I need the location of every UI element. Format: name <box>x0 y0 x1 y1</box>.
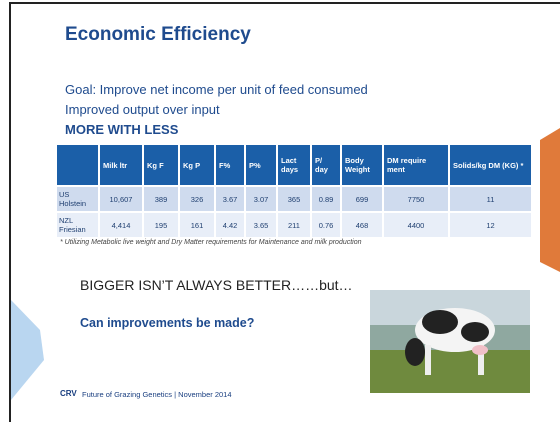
header-cell: Milk ltr <box>99 145 144 186</box>
header-cell: Body Weight <box>341 145 384 186</box>
table-cell: 0.76 <box>311 211 342 237</box>
header-cell <box>57 145 100 186</box>
table-cell: 326 <box>179 185 216 212</box>
question: Can improvements be made? <box>80 316 255 330</box>
statement: BIGGER ISN’T ALWAYS BETTER……but… <box>80 277 353 293</box>
table-cell: 4400 <box>383 211 450 237</box>
orange-arrow <box>540 128 560 272</box>
table-cell: 4,414 <box>99 211 144 237</box>
table-cell: 11 <box>449 185 533 212</box>
table-cell: 7750 <box>383 185 450 212</box>
header-cell: DM require ment <box>383 145 450 186</box>
data-table: Milk ltr Kg F Kg P F% P% Lact days P/ day Body … <box>57 145 533 237</box>
table-cell: 389 <box>143 185 180 212</box>
table-cell: 211 <box>277 211 312 237</box>
emphasis: MORE WITH LESS <box>65 122 179 137</box>
table-cell: US Holstein <box>57 185 100 212</box>
header-cell: Lact days <box>277 145 312 186</box>
table-cell: 3.07 <box>245 185 278 212</box>
table-cell: NZL Friesian <box>57 211 100 237</box>
header-cell: F% <box>215 145 246 186</box>
body-line: Goal: Improve net income per unit of fee… <box>65 82 368 97</box>
table-cell: 12 <box>449 211 533 237</box>
logo: CRV <box>60 389 77 398</box>
table-cell: 195 <box>143 211 180 237</box>
table-cell: 699 <box>341 185 384 212</box>
header-cell: P/ day <box>311 145 342 186</box>
cow-photo <box>370 290 530 393</box>
frame <box>9 2 560 422</box>
blue-arrow <box>11 300 44 400</box>
header-cell: Kg F <box>143 145 180 186</box>
header-cell: P% <box>245 145 278 186</box>
table-row: NZL Friesian 4,414 195 161 4.42 3.65 211 0.76 46… <box>57 211 533 237</box>
table-cell: 0.89 <box>311 185 342 212</box>
table-cell: 365 <box>277 185 312 212</box>
header-cell: Kg P <box>179 145 216 186</box>
table-cell: 3.65 <box>245 211 278 237</box>
table-cell: 3.67 <box>215 185 246 212</box>
slide-title: Economic Efficiency <box>65 24 251 45</box>
header-cell: Solids/kg DM (KG) * <box>449 145 533 186</box>
table-cell: 4.42 <box>215 211 246 237</box>
table-cell: 10,607 <box>99 185 144 212</box>
table-cell: 161 <box>179 211 216 237</box>
footer-text: Future of Grazing Genetics | November 20… <box>82 390 232 399</box>
body-line: Improved output over input <box>65 102 220 117</box>
table-cell: 468 <box>341 211 384 237</box>
footnote: * Utilizing Metabolic live weight and Dr… <box>60 239 362 246</box>
table-row: US Holstein 10,607 389 326 3.67 3.07 365 0.89 69… <box>57 185 533 212</box>
